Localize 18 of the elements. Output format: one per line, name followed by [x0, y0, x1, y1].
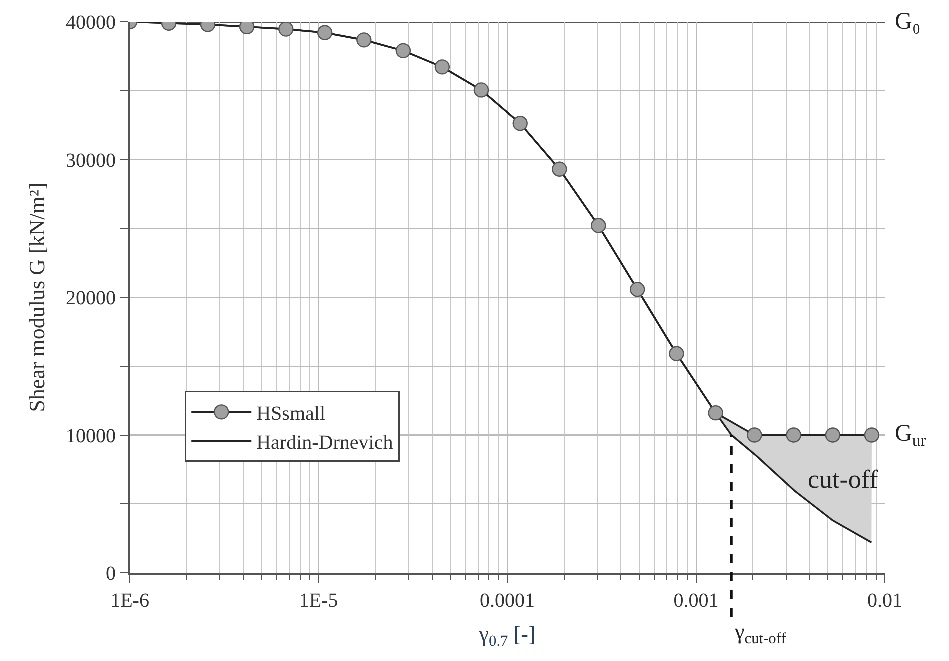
y-tick-label: 30000	[66, 150, 116, 172]
y-tick-label: 10000	[66, 425, 116, 448]
y-tick-label: 0	[106, 563, 116, 585]
y-tick-label: 40000	[66, 12, 116, 34]
ref-line-label: G₀	[895, 9, 921, 35]
x-tick-label: 1E-6	[110, 590, 150, 612]
y-axis-title: Shear modulus G [kN/m²]	[24, 182, 50, 412]
y-tick-label: 20000	[66, 288, 116, 310]
x-tick-label: 0.001	[674, 590, 719, 612]
x-axis-title: γ$_{0.7}$ [-]	[478, 621, 536, 650]
x-tick-label: 1E-5	[299, 590, 338, 612]
legend-label: Hardin-Drnevich	[256, 432, 394, 454]
annotation: cut-off	[808, 465, 879, 494]
x-tick-label: 0.0001	[480, 590, 535, 612]
ref-line-label: γ$_{cut-off}$	[734, 619, 788, 648]
legend-label: HSsmall	[256, 402, 326, 425]
ref-line-label: G$_{ur}$	[895, 421, 927, 450]
x-tick-label: 0.01	[868, 590, 902, 612]
